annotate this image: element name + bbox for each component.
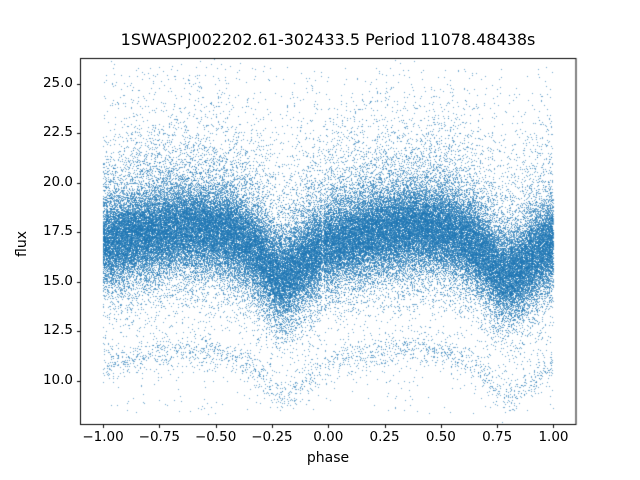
x-tick-label: −1.00 <box>82 429 124 445</box>
x-tick-label: 0.75 <box>482 429 513 445</box>
y-tick-label: 25.0 <box>42 74 73 91</box>
x-tick-label: 0.25 <box>369 429 400 445</box>
x-tick-label: 0.50 <box>425 429 456 445</box>
x-tick-label: 0.00 <box>313 429 344 445</box>
x-tick-label: −0.25 <box>251 429 293 445</box>
x-tick-label: 1.00 <box>538 429 569 445</box>
x-tick-label: −0.50 <box>194 429 237 445</box>
y-axis-label: flux <box>14 231 30 257</box>
y-tick-label: 12.5 <box>42 322 73 339</box>
y-tick-label: 10.0 <box>42 371 73 388</box>
plot-title: 1SWASPJ002202.61-302433.5 Period 11078.4… <box>120 30 536 49</box>
y-tick-label: 17.5 <box>42 223 73 240</box>
x-axis-label: phase <box>306 450 350 466</box>
y-tick-label: 15.0 <box>42 272 73 289</box>
x-tick-label: −0.75 <box>138 429 181 445</box>
y-tick-label: 22.5 <box>42 124 73 141</box>
y-tick-label: 20.0 <box>42 173 73 190</box>
